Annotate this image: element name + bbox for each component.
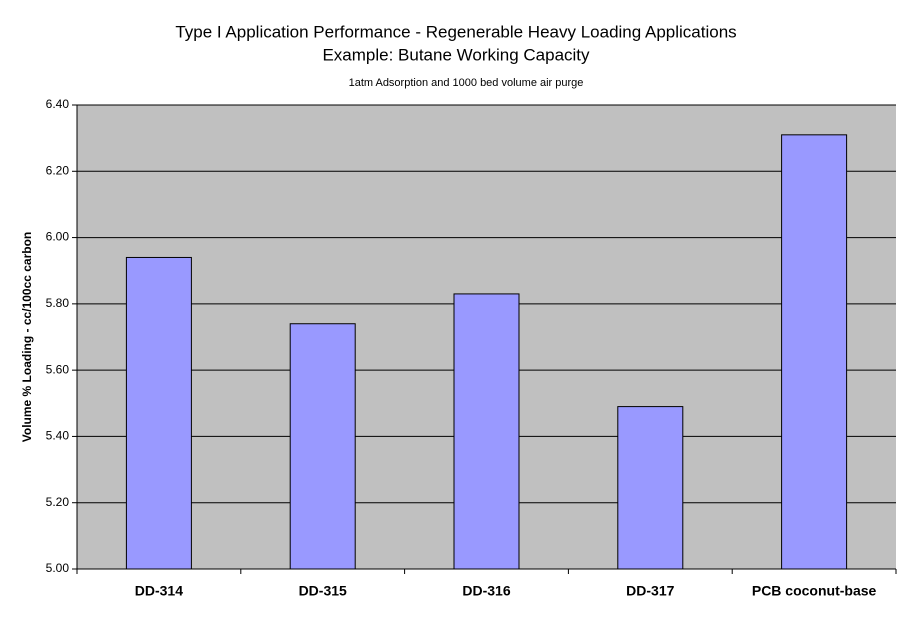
chart-title: Example: Butane Working Capacity [322,45,590,64]
y-tick-label: 5.20 [46,495,70,509]
y-tick-label: 6.00 [46,230,70,244]
y-tick-label: 5.60 [46,362,70,376]
y-tick-label: 6.20 [46,163,70,177]
bar [617,406,684,570]
y-tick-label: 5.00 [46,561,70,575]
y-tick-label: 5.80 [46,296,70,310]
chart-title: Type I Application Performance - Regener… [175,22,736,41]
x-tick-label: DD-315 [299,583,347,599]
bar [781,134,848,570]
x-tick-label: DD-316 [462,583,510,599]
chart-subtitle: 1atm Adsorption and 1000 bed volume air … [349,77,584,89]
bar [289,323,356,570]
bar [453,293,520,570]
bar [125,256,192,570]
y-tick-label: 5.40 [46,429,70,443]
x-tick-label: PCB coconut-base [752,583,877,599]
y-tick-label: 6.40 [46,97,70,111]
x-tick-label: DD-317 [626,583,674,599]
y-axis-label: Volume % Loading - cc/100cc carbon [20,232,34,443]
x-tick-label: DD-314 [135,583,183,599]
